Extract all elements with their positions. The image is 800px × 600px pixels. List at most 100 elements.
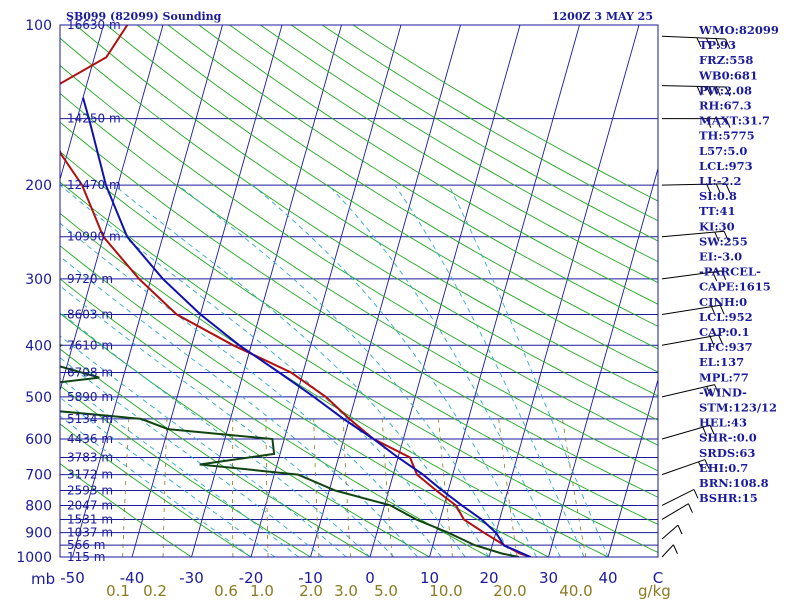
index-entry: SW:255 xyxy=(699,234,748,248)
height-label: 10990 m xyxy=(67,230,121,244)
wind-barb-flag xyxy=(696,86,702,96)
wind-barb-staff xyxy=(661,488,695,506)
mixing-ratio-line xyxy=(562,418,587,557)
height-label: 1037 m xyxy=(67,526,113,540)
dry-adiabat xyxy=(291,25,658,242)
temperature-tick-label: -10 xyxy=(298,569,323,587)
wind-barb-flag xyxy=(725,86,731,97)
height-label: 5134 m xyxy=(67,412,113,426)
height-label: 12470 m xyxy=(67,178,121,192)
height-label: 4436 m xyxy=(67,432,113,446)
chart-title: SB099 (82099) Sounding xyxy=(66,10,222,23)
dry-adiabat xyxy=(60,37,658,421)
index-entry: STM:123/12 xyxy=(699,401,777,415)
height-label: 2593 m xyxy=(67,484,113,498)
wind-barb-flag xyxy=(725,38,730,49)
index-entry: CAP:0.1 xyxy=(699,325,750,339)
wind-barb-flag xyxy=(706,183,712,194)
index-entry: BSHR:15 xyxy=(699,491,758,505)
index-entry: FRZ:558 xyxy=(699,53,753,67)
moist-adiabat xyxy=(60,311,371,557)
index-entry: MAXT:31.7 xyxy=(699,114,770,128)
index-entry: LFC:937 xyxy=(699,340,753,354)
wind-barbs-layer xyxy=(661,35,731,558)
height-label: 9720 m xyxy=(67,272,113,286)
wind-barb-flag xyxy=(723,231,729,241)
moist-adiabat xyxy=(394,184,585,557)
height-label: 566 m xyxy=(67,538,105,552)
wind-barb-flag xyxy=(696,37,702,48)
mixing-ratio-label: 0.1 xyxy=(106,582,130,600)
wind-barb xyxy=(661,334,723,346)
index-entry: EHI:0.7 xyxy=(699,461,748,475)
mixing-ratio-line xyxy=(381,418,393,557)
mixing-ratio-label: 0.6 xyxy=(214,582,238,600)
index-entry: CAPE:1615 xyxy=(699,280,771,294)
index-entry: BRN:108.8 xyxy=(699,476,769,490)
mixing-ratio-label: 3.0 xyxy=(334,582,358,600)
index-entry: LCL:952 xyxy=(699,310,753,324)
mixing-ratio-line xyxy=(498,418,518,557)
chart-time: 1200Z 3 MAY 25 xyxy=(552,10,653,23)
index-entry: HEL:43 xyxy=(699,416,747,430)
isotherm-line xyxy=(369,25,521,557)
dry-adiabat xyxy=(60,278,490,557)
height-label: 5890 m xyxy=(67,390,113,404)
wind-barb-flag xyxy=(719,305,725,315)
moist-adiabat xyxy=(327,184,561,557)
pressure-tick-label: 800 xyxy=(25,498,52,514)
temperature-tick-label: 0 xyxy=(365,569,375,587)
isotherm-line xyxy=(250,25,402,557)
index-entry: TT:41 xyxy=(699,204,736,218)
grid-layer xyxy=(60,25,658,557)
temperature-tick-label: 20 xyxy=(479,569,498,587)
moist-adiabat xyxy=(252,184,538,557)
index-entry: SRDS:63 xyxy=(699,446,755,460)
dry-adiabat xyxy=(60,463,192,557)
dry-adiabat xyxy=(136,25,658,350)
dry-adiabat xyxy=(60,348,371,557)
moist-adiabat xyxy=(60,335,347,557)
wind-barb-flag xyxy=(711,306,716,316)
wind-barb-flag xyxy=(718,334,723,345)
wind-barb-flag xyxy=(706,86,712,96)
wind-barb-staff xyxy=(661,270,722,280)
dry-adiabat xyxy=(60,245,549,557)
series-layer xyxy=(60,25,532,557)
index-entry: -WIND- xyxy=(699,385,747,399)
wind-barb-flag xyxy=(706,386,712,396)
wind-barb-flag xyxy=(702,426,708,437)
mixing-ratio-line xyxy=(313,418,320,557)
wind-barb-flag xyxy=(725,183,731,193)
mixing-ratio-label: 0.2 xyxy=(143,582,167,600)
wind-barb-flag xyxy=(709,424,715,435)
temperature-tick-label: -20 xyxy=(239,569,264,587)
pressure-tick-label: 200 xyxy=(25,178,52,194)
wind-barb-staff xyxy=(661,544,674,558)
wind-barb xyxy=(661,424,715,440)
dry-adiabat xyxy=(198,25,658,305)
wind-barb-flag xyxy=(706,38,711,48)
dry-adiabat xyxy=(167,25,658,327)
dry-adiabat xyxy=(60,312,430,557)
index-entry: EL:137 xyxy=(699,355,744,369)
index-entry: SHR-:0.0 xyxy=(699,431,757,445)
wind-barb-flag xyxy=(698,461,703,472)
height-label: 7610 m xyxy=(67,338,113,352)
mixing-ratio-line xyxy=(162,418,168,557)
height-label: 115 m xyxy=(67,550,105,564)
mixing-ratio-label: 40.0 xyxy=(559,582,592,600)
wind-barb xyxy=(661,459,710,476)
index-entry: RH:67.3 xyxy=(699,99,752,113)
wind-barb-flag xyxy=(715,183,721,194)
dry-adiabat xyxy=(60,181,658,553)
mixing-ratio-label: 5.0 xyxy=(374,582,398,600)
index-entry: LCL:973 xyxy=(699,159,753,173)
mixing-ratio-label: 20.0 xyxy=(493,582,526,600)
wind-barb-flag xyxy=(725,118,731,128)
height-label: 8603 m xyxy=(67,307,113,321)
index-entry: CINH:0 xyxy=(699,295,747,309)
pressure-tick-label: 100 xyxy=(25,18,52,34)
wind-barb xyxy=(661,384,720,398)
